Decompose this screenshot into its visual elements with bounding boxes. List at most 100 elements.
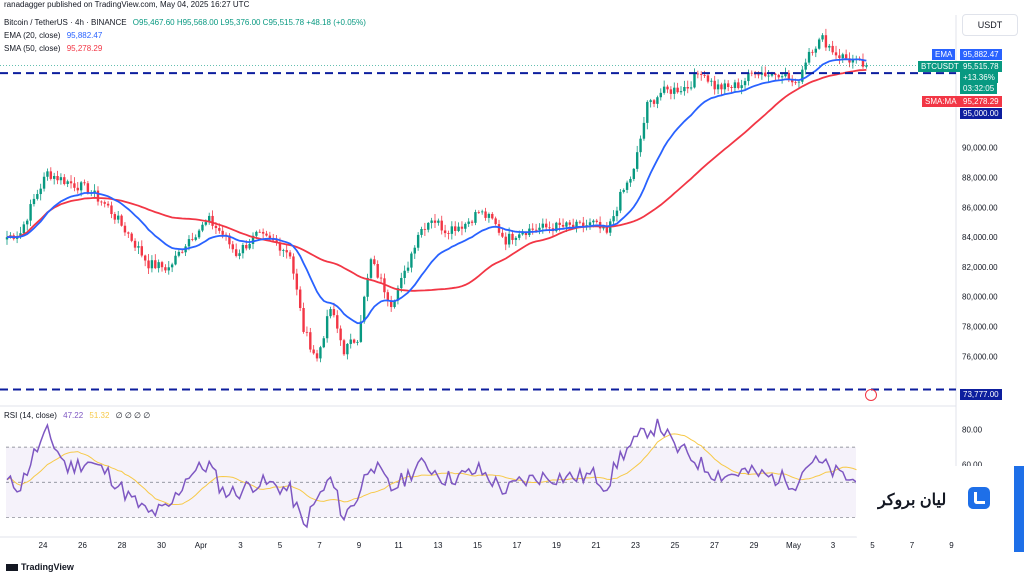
candle-body (511, 233, 514, 240)
candle-body (656, 97, 659, 104)
candle-body (197, 230, 201, 238)
symbol-legend: Bitcoin / TetherUS · 4h · BINANCE O95,46… (4, 18, 370, 27)
candle-body (49, 171, 53, 179)
candle-body (720, 84, 723, 90)
candle-body (635, 152, 639, 169)
candle-body (723, 83, 727, 90)
candle-body (571, 224, 575, 228)
candle-body (56, 175, 59, 181)
tradingview-logo-icon (6, 564, 18, 572)
rsi-tick-label: 80.00 (962, 426, 983, 435)
symbol-title: Bitcoin / TetherUS · 4h · BINANCE (4, 18, 127, 27)
level-upper-tag: 95,000.00 (960, 108, 1002, 119)
candle-body (491, 213, 494, 219)
candle-body (191, 239, 194, 240)
candle-body (143, 255, 147, 261)
candle-body (696, 73, 700, 75)
candle-body (575, 221, 578, 228)
rsi-legend[interactable]: RSI (14, close) 47.22 51.32 ∅ ∅ ∅ ∅ (4, 411, 154, 420)
candle-body (110, 205, 113, 215)
candle-body (780, 76, 784, 78)
candle-body (400, 277, 403, 289)
candle-body (531, 228, 534, 230)
rsi-placeholders: ∅ ∅ ∅ ∅ (115, 411, 151, 420)
candle-body (96, 190, 100, 202)
candle-body (740, 85, 743, 89)
candle-body (726, 83, 730, 87)
time-tick-label: 9 (949, 541, 954, 550)
candle-body (359, 321, 363, 342)
candle-body (278, 242, 282, 251)
candle-body (93, 190, 96, 193)
candle-body (36, 194, 39, 199)
candle-body (59, 177, 63, 181)
candle-body (423, 229, 427, 230)
candle-body (261, 231, 265, 234)
ema-tag-name: EMA (932, 49, 956, 60)
candle-body (548, 227, 551, 229)
candle-body (389, 300, 393, 308)
candle-body (450, 226, 454, 234)
candle-body (251, 235, 255, 244)
rsi-tick-label: 60.00 (962, 461, 983, 470)
candle-body (258, 231, 261, 233)
candle-body (181, 251, 184, 253)
candle-body (201, 224, 204, 231)
ema-value: 95,882.47 (66, 31, 103, 40)
candle-body (305, 331, 309, 333)
price-tick-label: 90,000.00 (962, 144, 998, 153)
candle-body (416, 234, 420, 248)
candle-body (113, 214, 117, 220)
candle-body (770, 73, 774, 76)
candle-body (811, 51, 814, 53)
candle-body (214, 225, 218, 229)
candle-body (231, 244, 234, 250)
candle-body (245, 244, 248, 249)
rsi-ma-value: 51.32 (89, 411, 110, 420)
candle-body (700, 74, 703, 75)
alert-icon[interactable] (865, 389, 877, 401)
candle-body (797, 81, 801, 83)
candle-body (686, 87, 689, 89)
candle-body (170, 264, 174, 268)
candle-body (346, 343, 349, 355)
time-tick-label: 23 (631, 541, 640, 550)
sma-legend[interactable]: SMA (50, close) 95,278.29 (4, 44, 106, 53)
ema-20-line (6, 58, 867, 325)
candle-body (413, 247, 416, 254)
candle-body (427, 222, 430, 230)
candle-body (730, 86, 733, 89)
candle-body (103, 202, 106, 204)
time-tick-label: 24 (39, 541, 48, 550)
candle-body (238, 253, 241, 256)
candle-body (764, 72, 767, 77)
candle-body (319, 347, 322, 359)
currency-button[interactable]: USDT (962, 14, 1018, 36)
candle-body (369, 259, 373, 278)
candle-body (659, 92, 662, 98)
candle-body (322, 338, 325, 348)
candle-body (312, 349, 315, 354)
candle-body (160, 262, 164, 268)
time-tick-label: 7 (317, 541, 322, 550)
candle-body (851, 59, 855, 63)
tradingview-logo[interactable]: TradingView (6, 562, 74, 572)
candle-body (298, 289, 302, 309)
rsi-label: RSI (14, close) (4, 411, 57, 420)
candle-body (784, 72, 787, 77)
candle-body (467, 221, 470, 224)
candle-body (393, 300, 396, 308)
sma-value: 95,278.29 (66, 44, 103, 53)
brand-text: لیان بروکر (878, 492, 947, 509)
candle-body (582, 222, 585, 227)
candle-body (79, 182, 83, 191)
candle-body (39, 188, 42, 195)
ema-legend[interactable]: EMA (20, close) 95,882.47 (4, 31, 106, 40)
candle-body (828, 45, 831, 48)
time-tick-label: 5 (870, 541, 875, 550)
candle-body (824, 35, 828, 48)
candle-body (268, 235, 272, 238)
level-lower-tag: 73,777.00 (960, 389, 1002, 400)
candle-body (147, 260, 150, 269)
